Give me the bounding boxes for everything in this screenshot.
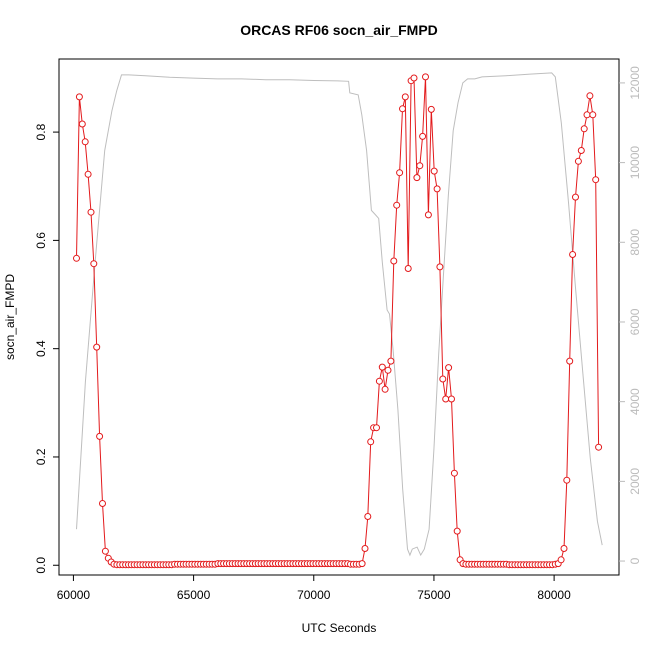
data-point xyxy=(378,363,386,371)
data-point xyxy=(439,375,447,383)
data-point xyxy=(381,385,389,393)
data-point xyxy=(401,93,409,101)
data-point xyxy=(375,377,383,385)
x-tick-label: 70000 xyxy=(297,588,331,602)
x-tick-label: 60000 xyxy=(57,588,91,602)
data-point xyxy=(384,366,392,374)
data-point xyxy=(367,438,375,446)
data-point xyxy=(436,263,444,271)
data-point xyxy=(75,93,83,101)
data-point xyxy=(93,343,101,351)
y2-tick-label: 2000 xyxy=(628,468,642,495)
y-axis-label: socn_air_FMPD xyxy=(3,274,17,360)
y-tick-label: 0.4 xyxy=(34,340,48,357)
data-point xyxy=(410,74,418,82)
data-point xyxy=(574,157,582,165)
y-axis: 0.0 0.2 0.4 0.6 0.8 xyxy=(34,123,59,574)
data-point xyxy=(419,132,427,140)
y2-tick-label: 12000 xyxy=(628,66,642,100)
x-tick-label: 75000 xyxy=(417,588,451,602)
data-point xyxy=(361,545,369,552)
data-point xyxy=(390,257,398,265)
y-tick-label: 0.6 xyxy=(34,232,48,249)
data-point xyxy=(453,527,461,535)
data-point xyxy=(101,547,109,555)
data-point xyxy=(583,111,591,119)
y-tick-label: 0.0 xyxy=(34,557,48,574)
data-point xyxy=(399,105,406,113)
data-point xyxy=(445,364,453,372)
y-tick-label: 0.2 xyxy=(34,448,48,465)
y2-tick-label: 4000 xyxy=(628,388,642,415)
data-point xyxy=(364,513,372,520)
data-point xyxy=(572,193,579,201)
data-point xyxy=(580,125,588,133)
x-axis: 60000 65000 70000 75000 80000 xyxy=(57,575,571,602)
data-point xyxy=(387,357,395,365)
secondary-y-axis: 0 2000 4000 6000 8000 10000 12000 xyxy=(619,66,642,564)
data-point xyxy=(78,120,86,128)
data-point xyxy=(73,254,80,262)
data-point xyxy=(586,92,594,100)
y2-tick-label: 8000 xyxy=(628,229,642,256)
chart-title: ORCAS RF06 socn_air_FMPD xyxy=(240,22,438,38)
secondary-series-line xyxy=(76,72,603,557)
y2-tick-label: 0 xyxy=(628,557,642,564)
data-point xyxy=(448,395,455,403)
data-point xyxy=(430,167,438,175)
y-tick-label: 0.8 xyxy=(34,123,48,140)
data-point xyxy=(413,174,421,182)
data-point xyxy=(404,265,412,272)
data-point xyxy=(427,105,435,113)
x-tick-label: 65000 xyxy=(177,588,211,602)
data-point xyxy=(589,111,597,119)
data-point xyxy=(592,176,600,184)
data-point xyxy=(422,73,429,81)
data-point xyxy=(424,211,432,219)
data-point xyxy=(433,185,441,193)
left-axis-series xyxy=(73,73,603,569)
data-point xyxy=(569,251,577,258)
data-point xyxy=(358,560,366,568)
right-axis-series xyxy=(76,72,603,557)
data-point xyxy=(563,476,571,484)
data-point xyxy=(84,170,92,178)
y2-tick-label: 6000 xyxy=(628,308,642,335)
data-point xyxy=(442,395,450,403)
x-tick-label: 80000 xyxy=(537,588,571,602)
data-point xyxy=(81,138,89,146)
data-point xyxy=(566,357,574,365)
data-point xyxy=(396,169,404,177)
data-point xyxy=(557,556,565,564)
data-point xyxy=(393,201,401,209)
y2-tick-label: 10000 xyxy=(628,146,642,180)
data-point xyxy=(416,162,424,170)
plot-frame xyxy=(58,58,620,576)
data-point xyxy=(450,469,458,477)
data-point xyxy=(87,208,95,216)
data-point xyxy=(373,424,380,432)
data-point xyxy=(560,545,568,552)
x-axis-label: UTC Seconds xyxy=(302,621,377,635)
data-point xyxy=(96,432,104,440)
data-point xyxy=(577,147,585,154)
data-point xyxy=(90,260,98,268)
data-point xyxy=(595,443,603,451)
data-point xyxy=(99,500,106,507)
